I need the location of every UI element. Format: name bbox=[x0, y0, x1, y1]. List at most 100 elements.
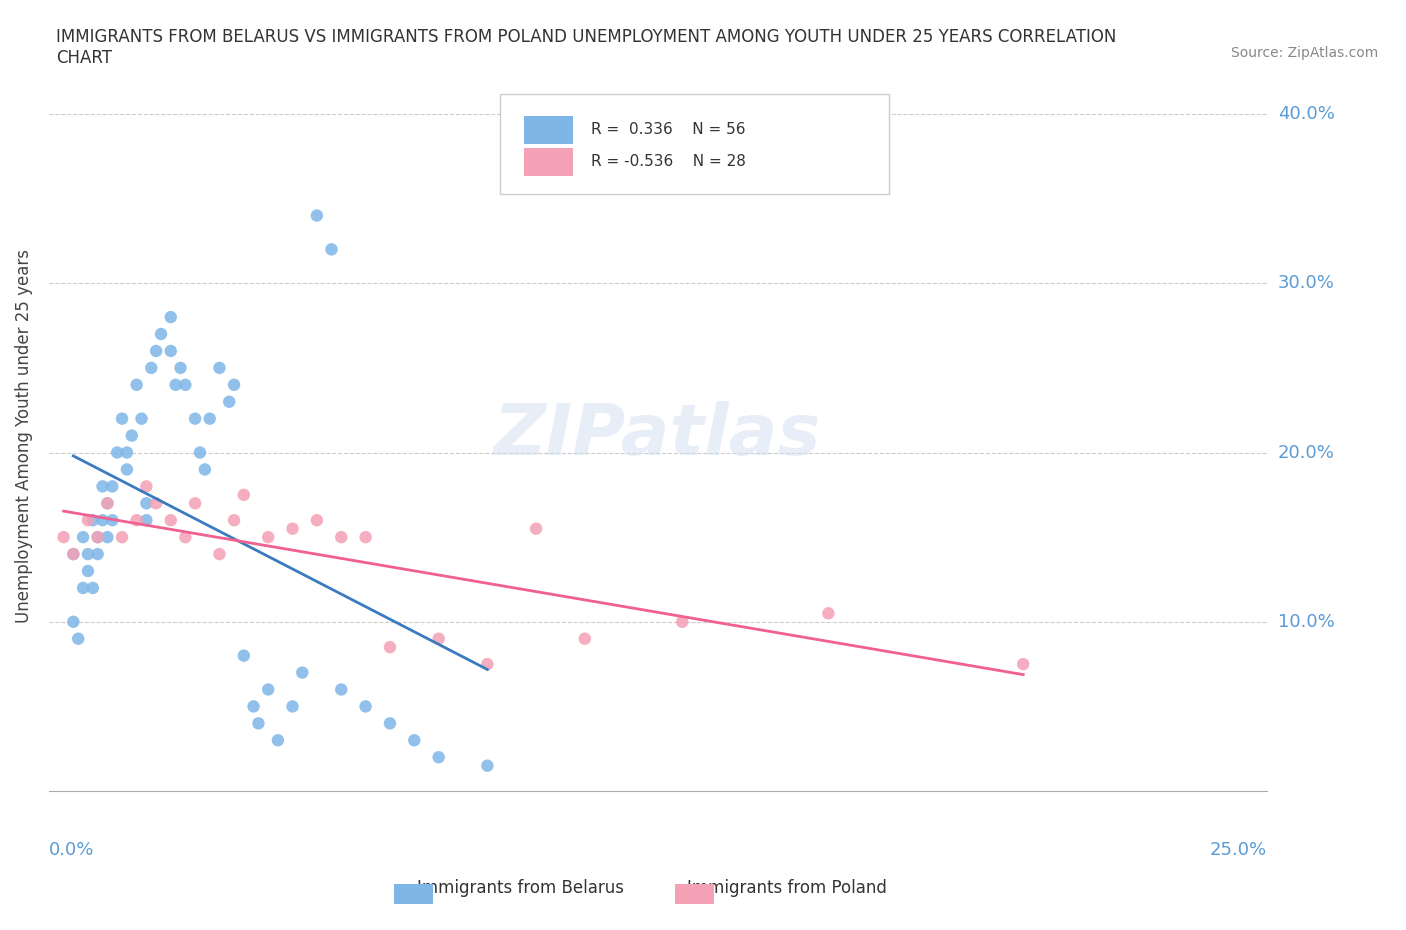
Point bbox=[86, 547, 108, 562]
Point bbox=[105, 445, 128, 460]
Point bbox=[77, 547, 100, 562]
Point bbox=[145, 343, 167, 358]
Point bbox=[121, 428, 143, 443]
Point bbox=[305, 208, 328, 223]
Text: 40.0%: 40.0% bbox=[1278, 105, 1334, 123]
Point bbox=[281, 521, 304, 536]
Point bbox=[232, 487, 254, 502]
Point bbox=[159, 310, 181, 325]
Point bbox=[281, 699, 304, 714]
Point bbox=[115, 462, 138, 477]
Point bbox=[159, 512, 181, 527]
Point bbox=[145, 496, 167, 511]
Point bbox=[242, 699, 264, 714]
Point bbox=[82, 580, 104, 595]
Point bbox=[257, 530, 280, 545]
Point bbox=[96, 530, 118, 545]
Text: ZIPatlas: ZIPatlas bbox=[494, 401, 821, 470]
Point bbox=[330, 682, 353, 697]
Point bbox=[1012, 657, 1035, 671]
Point bbox=[86, 530, 108, 545]
Point bbox=[125, 512, 148, 527]
Point bbox=[184, 411, 207, 426]
Point bbox=[82, 512, 104, 527]
Point bbox=[111, 530, 134, 545]
Point bbox=[267, 733, 290, 748]
Point bbox=[115, 445, 138, 460]
Text: Immigrants from Poland: Immigrants from Poland bbox=[688, 879, 887, 897]
Point bbox=[141, 361, 163, 376]
Point bbox=[477, 657, 499, 671]
Point bbox=[62, 547, 84, 562]
Point bbox=[354, 699, 377, 714]
Point bbox=[96, 496, 118, 511]
Text: 0.0%: 0.0% bbox=[49, 841, 94, 858]
Text: R =  0.336    N = 56: R = 0.336 N = 56 bbox=[591, 123, 745, 138]
Point bbox=[150, 326, 173, 341]
Point bbox=[330, 530, 353, 545]
Point bbox=[427, 631, 450, 646]
Point bbox=[378, 716, 401, 731]
Text: 10.0%: 10.0% bbox=[1278, 613, 1334, 631]
Point bbox=[77, 512, 100, 527]
Point bbox=[671, 615, 693, 630]
Point bbox=[184, 496, 207, 511]
FancyBboxPatch shape bbox=[524, 148, 572, 176]
Text: IMMIGRANTS FROM BELARUS VS IMMIGRANTS FROM POLAND UNEMPLOYMENT AMONG YOUTH UNDER: IMMIGRANTS FROM BELARUS VS IMMIGRANTS FR… bbox=[56, 28, 1116, 67]
Point bbox=[135, 496, 157, 511]
Point bbox=[188, 445, 211, 460]
Point bbox=[174, 530, 197, 545]
Text: R = -0.536    N = 28: R = -0.536 N = 28 bbox=[591, 154, 745, 169]
Point bbox=[72, 530, 94, 545]
FancyBboxPatch shape bbox=[499, 94, 889, 193]
Point bbox=[174, 378, 197, 392]
Text: 20.0%: 20.0% bbox=[1278, 444, 1334, 461]
Point bbox=[62, 615, 84, 630]
Point bbox=[91, 479, 114, 494]
Point bbox=[404, 733, 426, 748]
Point bbox=[427, 750, 450, 764]
Text: Source: ZipAtlas.com: Source: ZipAtlas.com bbox=[1230, 46, 1378, 60]
Y-axis label: Unemployment Among Youth under 25 years: Unemployment Among Youth under 25 years bbox=[15, 248, 32, 622]
Point bbox=[131, 411, 153, 426]
Text: 30.0%: 30.0% bbox=[1278, 274, 1334, 292]
Point bbox=[101, 512, 124, 527]
Point bbox=[232, 648, 254, 663]
Point bbox=[135, 512, 157, 527]
Point bbox=[159, 343, 181, 358]
Point bbox=[77, 564, 100, 578]
Point bbox=[378, 640, 401, 655]
Text: 25.0%: 25.0% bbox=[1209, 841, 1267, 858]
FancyBboxPatch shape bbox=[524, 115, 572, 144]
Point bbox=[52, 530, 75, 545]
Point bbox=[208, 361, 231, 376]
Point bbox=[169, 361, 191, 376]
Point bbox=[354, 530, 377, 545]
Point bbox=[222, 378, 245, 392]
Point bbox=[257, 682, 280, 697]
Point bbox=[817, 605, 839, 620]
Point bbox=[91, 512, 114, 527]
Point bbox=[477, 758, 499, 773]
Point bbox=[321, 242, 343, 257]
Point bbox=[125, 378, 148, 392]
Point bbox=[218, 394, 240, 409]
Point bbox=[208, 547, 231, 562]
Point bbox=[291, 665, 314, 680]
Point bbox=[574, 631, 596, 646]
Point bbox=[198, 411, 221, 426]
Point bbox=[67, 631, 90, 646]
Point bbox=[305, 512, 328, 527]
Point bbox=[96, 496, 118, 511]
Point bbox=[222, 512, 245, 527]
Point bbox=[72, 580, 94, 595]
Point bbox=[165, 378, 187, 392]
Point bbox=[62, 547, 84, 562]
Point bbox=[111, 411, 134, 426]
Point bbox=[101, 479, 124, 494]
Text: Immigrants from Belarus: Immigrants from Belarus bbox=[416, 879, 624, 897]
Point bbox=[86, 530, 108, 545]
Point bbox=[247, 716, 270, 731]
Point bbox=[135, 479, 157, 494]
Point bbox=[194, 462, 217, 477]
